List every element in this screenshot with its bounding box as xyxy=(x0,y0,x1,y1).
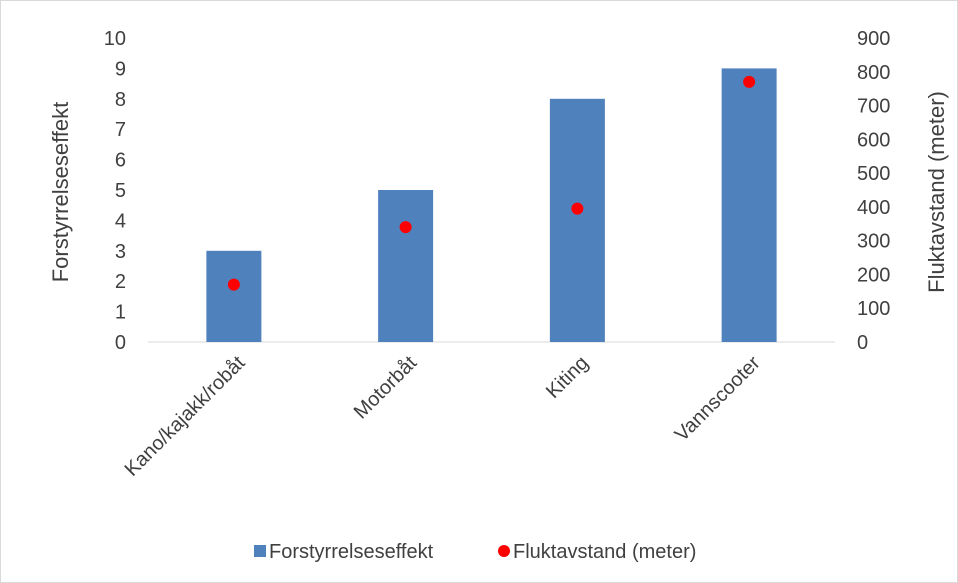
y2-tick-label: 0 xyxy=(857,332,868,354)
y-tick-label: 4 xyxy=(115,210,126,232)
right-axis-ticks: 0 100 200 300 400 500 600 700 800 900 xyxy=(857,28,890,354)
y2-tick-label: 200 xyxy=(857,264,890,286)
y-tick-label: 7 xyxy=(115,119,126,141)
x-tick-label: Motorbåt xyxy=(350,352,422,424)
y-tick-label: 10 xyxy=(104,28,126,50)
y2-tick-label: 700 xyxy=(857,96,890,118)
y-tick-label: 2 xyxy=(115,271,126,293)
bar xyxy=(206,250,262,342)
legend-bar-label: Forstyrrelseseffekt xyxy=(269,541,434,563)
y2-tick-label: 600 xyxy=(857,129,890,151)
y2-tick-label: 400 xyxy=(857,197,890,219)
x-tick-label: Kiting xyxy=(542,352,593,403)
y2-tick-label: 800 xyxy=(857,62,890,84)
right-axis-title: Fluktavstand (meter) xyxy=(924,91,949,293)
y2-tick-label: 900 xyxy=(857,28,890,50)
bar-series xyxy=(206,68,777,343)
data-point xyxy=(571,202,584,215)
y-tick-label: 1 xyxy=(115,302,126,324)
y-tick-label: 0 xyxy=(115,332,126,354)
y-tick-label: 5 xyxy=(115,180,126,202)
y2-tick-label: 100 xyxy=(857,298,890,320)
category-axis-labels: Kano/kajakk/robåt Motorbåt Kiting Vannscoot… xyxy=(121,352,765,481)
bar xyxy=(549,98,605,342)
bar xyxy=(721,68,777,343)
left-axis-title: Forstyrrelseseffekt xyxy=(48,102,73,283)
y2-tick-label: 500 xyxy=(857,163,890,185)
y-tick-label: 3 xyxy=(115,241,126,263)
y-tick-label: 6 xyxy=(115,150,126,172)
legend-bar-swatch xyxy=(254,545,266,557)
x-tick-label: Vannscooter xyxy=(671,352,765,446)
point-series xyxy=(227,75,756,291)
legend: Forstyrrelseseffekt Fluktavstand (meter) xyxy=(254,541,696,563)
y2-tick-label: 300 xyxy=(857,231,890,253)
legend-point-swatch xyxy=(498,545,510,557)
y-tick-label: 8 xyxy=(115,89,126,111)
x-tick-label: Kano/kajakk/robåt xyxy=(121,352,250,481)
legend-point-label: Fluktavstand (meter) xyxy=(513,541,696,563)
bar xyxy=(378,190,434,342)
y-tick-label: 9 xyxy=(115,58,126,80)
data-point xyxy=(743,75,756,88)
left-axis-ticks: 0 1 2 3 4 5 6 7 8 9 10 xyxy=(104,28,126,354)
data-point xyxy=(399,221,412,234)
data-point xyxy=(227,278,240,291)
